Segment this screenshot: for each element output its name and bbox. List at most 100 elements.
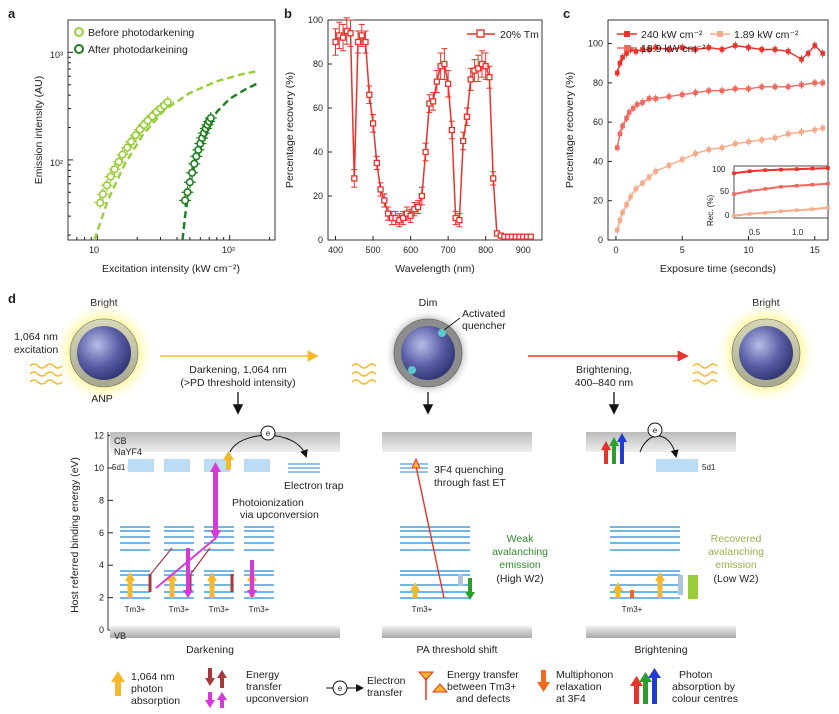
legend-d-6b: absorption by <box>672 681 736 693</box>
upconversion-arrow <box>250 560 254 592</box>
panel-a-xtick-10: 10 <box>89 245 99 255</box>
data-point <box>812 43 818 48</box>
data-point <box>617 131 623 137</box>
inset-point <box>747 212 752 216</box>
svg-text:e: e <box>266 429 271 438</box>
panel-b-frame <box>327 19 543 241</box>
electron-trap-label: Electron trap <box>284 480 344 492</box>
b-ytick-label: 0 <box>318 235 323 245</box>
weak-emission-arrow <box>468 578 472 594</box>
data-point <box>772 84 778 90</box>
data-point <box>653 168 659 174</box>
photoionization-label-1: Photoionization <box>232 497 304 509</box>
photon-absorption-head <box>410 582 420 591</box>
data-point <box>653 96 659 101</box>
data-point <box>456 217 463 224</box>
nanoparticle-core-2 <box>401 326 455 380</box>
panel-c-label: c <box>563 6 570 21</box>
inset-xtick-1p0: 1.0 <box>792 228 804 237</box>
photon-absorption-arrow <box>127 579 133 598</box>
panel-c-ticks: 0 5 10 15 0 20 40 60 80 100 <box>588 39 820 255</box>
data-point <box>433 78 441 85</box>
photon-absorption-arrow <box>657 579 663 598</box>
data-point <box>620 55 625 60</box>
legend-d-5a: Multiphonon <box>556 669 613 681</box>
conduction-band-2 <box>382 432 532 452</box>
bright-wave-icon <box>692 363 718 385</box>
panel-a-plot <box>93 69 258 241</box>
relax-arrow-bright <box>678 575 683 595</box>
subtitle-darkening: Darkening <box>186 644 234 656</box>
legend-d-4a: Energy transfer <box>447 669 519 681</box>
inset-ytick-100: 100 <box>712 165 726 174</box>
c-ytick-label: 60 <box>593 117 603 127</box>
b-ytick-label: 40 <box>313 147 323 157</box>
legend-photon-absorption-icon <box>111 671 125 696</box>
legend-electron-transfer-icon: e <box>326 680 364 696</box>
etu-link <box>149 547 173 576</box>
data-point <box>475 65 482 72</box>
data-point <box>614 227 620 233</box>
panel-c: c 0 5 10 15 0 20 40 60 80 100 Exposure time (seco… <box>563 6 830 275</box>
data-point <box>628 194 633 200</box>
panel-a-ytick-1000: 10³ <box>50 50 63 60</box>
data-point <box>377 186 384 193</box>
upconversion-head <box>247 590 257 598</box>
inset-point <box>810 182 815 187</box>
inset-point <box>810 166 815 171</box>
energy-tick-label: 6 <box>99 528 104 538</box>
darkening-label-1: Darkening, 1,064 nm <box>189 364 287 376</box>
data-point <box>180 196 190 205</box>
energy-tick-label: 4 <box>99 560 104 570</box>
data-point <box>732 86 738 92</box>
legend-colour-centre-icon <box>630 668 661 704</box>
recovered-label-4: (Low W2) <box>714 573 759 585</box>
electron-icon-2 <box>647 422 663 438</box>
panel-a-frame <box>67 19 276 241</box>
inset-point <box>732 192 736 196</box>
data-point <box>679 157 685 162</box>
data-point <box>732 43 738 48</box>
inset-point <box>794 208 799 212</box>
quench-up-arrow <box>411 457 421 469</box>
tm-ion-label: Tm3+ <box>622 605 643 614</box>
tm-ion-label: Tm3+ <box>125 605 146 614</box>
host-label: NaYF4 <box>114 447 142 457</box>
data-point <box>123 143 132 152</box>
inset-ytick-50: 50 <box>720 187 729 196</box>
brightening-label-2: 400–840 nm <box>575 377 634 389</box>
5d-label-1: 5d1 <box>112 463 126 472</box>
panel-a-xlabel: Excitation intensity (kW cm⁻²) <box>102 263 240 275</box>
inset-point <box>732 214 736 218</box>
legend-18p9-label: 18.9 kW cm⁻² <box>641 43 706 55</box>
nanoparticle-core-1 <box>77 326 131 380</box>
legend-d-6a: Photon <box>679 669 712 681</box>
data-point <box>706 45 712 50</box>
inset-point <box>779 209 783 214</box>
energy-tick-label: 10 <box>94 463 104 473</box>
legend-multiphonon-icon <box>537 670 550 692</box>
data-point <box>719 145 725 150</box>
data-point <box>640 100 645 105</box>
electron-icon-1 <box>260 425 276 441</box>
legend-after-label: After photodarkeining <box>88 44 188 56</box>
legend-240-label: 240 kW cm⁻² <box>641 29 703 41</box>
panel-a-ylabel: Emission intensity (AU) <box>33 76 45 185</box>
inset-point <box>779 185 783 189</box>
data-point <box>366 91 373 98</box>
data-point <box>759 47 765 52</box>
data-point <box>131 131 140 140</box>
upconversion-arrow <box>186 548 190 592</box>
svg-text:e: e <box>338 684 343 693</box>
data-point <box>706 147 712 152</box>
inset-point <box>747 189 752 193</box>
photoionization-label-2: via upconversion <box>240 509 319 521</box>
data-point <box>634 102 640 107</box>
recovered-emission-arrow <box>688 575 698 599</box>
vb-label: VB <box>114 631 126 641</box>
weak-emission-head <box>465 592 475 600</box>
panel-b-xlabel: Wavelength (nm) <box>395 263 475 275</box>
panel-d: d Bright 1,064 nm excitation ANP Darkeni… <box>8 291 818 708</box>
energy-tick-label: 8 <box>99 495 104 505</box>
photon-absorption-arrow <box>169 579 175 598</box>
